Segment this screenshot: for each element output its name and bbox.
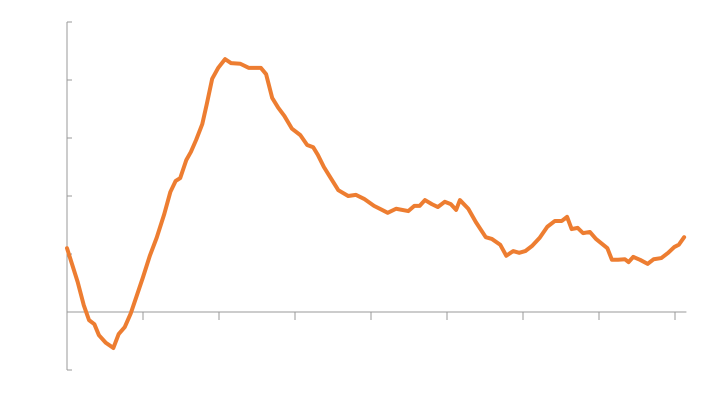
data-line [65, 57, 687, 350]
